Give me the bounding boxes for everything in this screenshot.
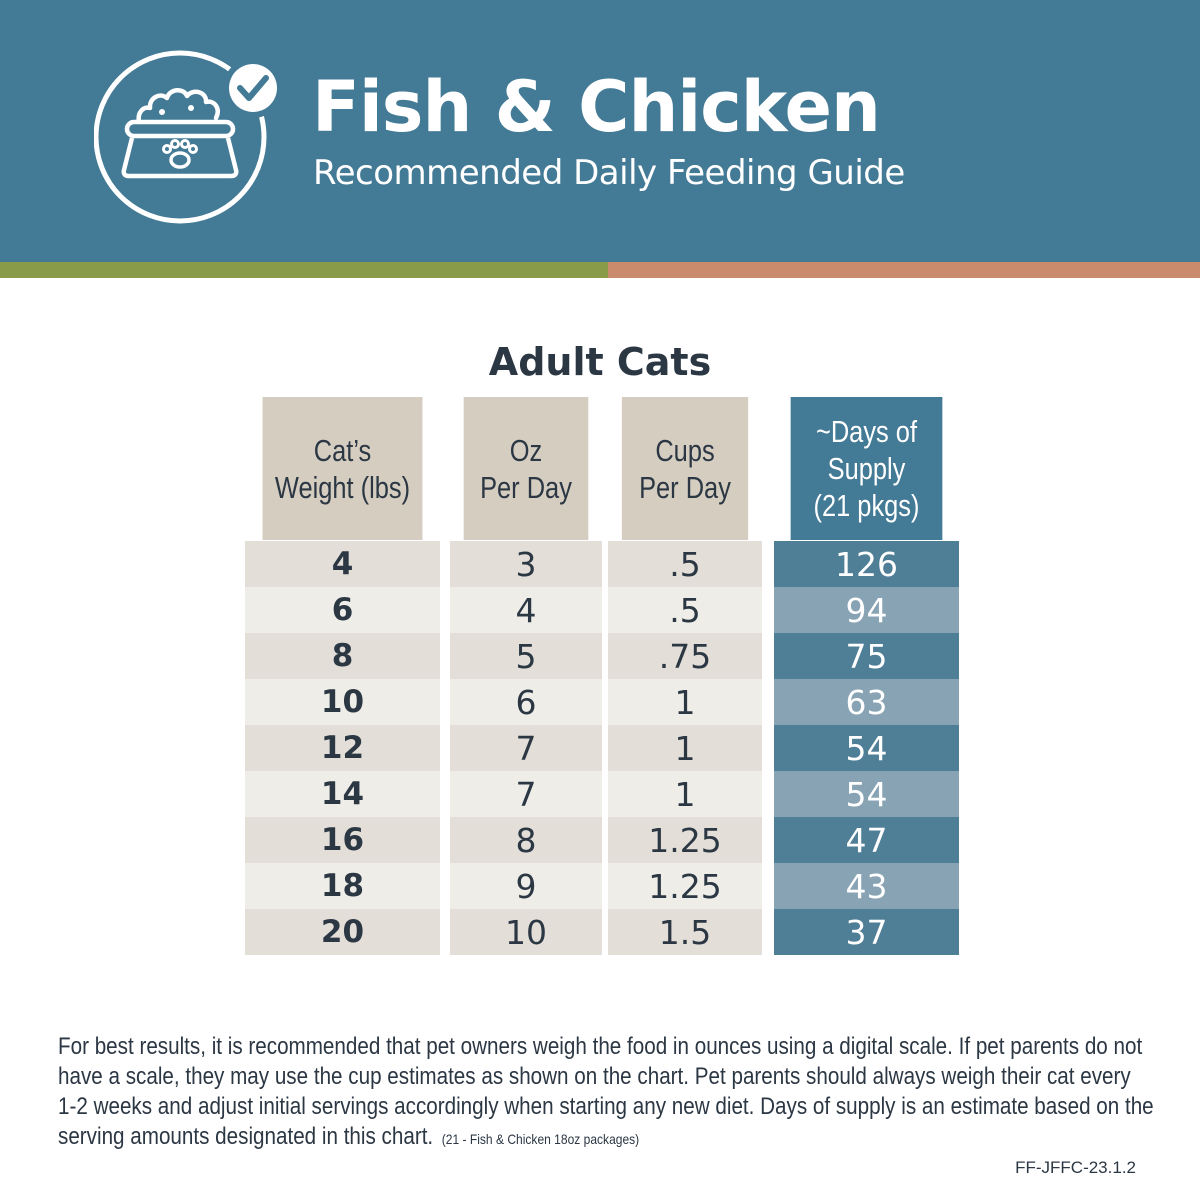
footnote: For best results, it is recommended that… — [58, 1033, 1154, 1150]
cell-cups: 1 — [608, 725, 762, 771]
page-subtitle: Recommended Daily Feeding Guide — [313, 153, 905, 193]
cell-weight: 16 — [245, 817, 440, 863]
cell-days: 94 — [774, 587, 959, 633]
cell-weight: 14 — [245, 771, 440, 817]
cell-oz: 5 — [450, 633, 602, 679]
cell-oz: 7 — [450, 771, 602, 817]
cell-cups: 1 — [608, 679, 762, 725]
cell-cups: 1.25 — [608, 817, 762, 863]
package-note: (21 - Fish & Chicken 18oz packages) — [441, 1131, 640, 1147]
section-title: Adult Cats — [488, 340, 712, 384]
cell-weight: 12 — [245, 725, 440, 771]
column-header-days: ~Days of Supply (21 pkgs) — [790, 397, 943, 540]
cell-days: 37 — [774, 909, 959, 955]
cell-weight: 6 — [245, 587, 440, 633]
cell-oz: 3 — [450, 541, 602, 587]
cell-weight: 20 — [245, 909, 440, 955]
cell-days: 75 — [774, 633, 959, 679]
cell-weight: 10 — [245, 679, 440, 725]
table-row: 12 7 1 54 — [0, 725, 1200, 771]
accent-stripe-orange — [608, 262, 1200, 278]
table-row: 14 7 1 54 — [0, 771, 1200, 817]
cell-weight: 4 — [245, 541, 440, 587]
column-header-cups: Cups Per Day — [621, 397, 749, 540]
column-header-oz: Oz Per Day — [463, 397, 589, 540]
cell-weight: 8 — [245, 633, 440, 679]
table-row: 6 4.5 94 — [0, 587, 1200, 633]
cell-cups: 1.5 — [608, 909, 762, 955]
cell-oz: 8 — [450, 817, 602, 863]
cell-oz: 9 — [450, 863, 602, 909]
page-title: Fish & Chicken — [312, 66, 881, 148]
table-row: 16 8 1.25 47 — [0, 817, 1200, 863]
cell-oz: 7 — [450, 725, 602, 771]
column-header-weight: Cat’s Weight (lbs) — [262, 397, 423, 540]
cell-days: 47 — [774, 817, 959, 863]
cell-days: 54 — [774, 771, 959, 817]
cell-cups: 1 — [608, 771, 762, 817]
cell-days: 43 — [774, 863, 959, 909]
cell-oz: 10 — [450, 909, 602, 955]
cell-days: 54 — [774, 725, 959, 771]
table-row: 4 3.5 126 — [0, 541, 1200, 587]
cell-oz: 6 — [450, 679, 602, 725]
cell-days: 63 — [774, 679, 959, 725]
cell-cups: .75 — [608, 633, 762, 679]
table-row: 18 9 1.25 43 — [0, 863, 1200, 909]
cell-cups: .5 — [608, 541, 762, 587]
cat-food-bowl-icon — [94, 50, 283, 224]
document-code: FF-JFFC-23.1.2 — [1015, 1158, 1136, 1177]
cell-cups: .5 — [608, 587, 762, 633]
cell-cups: 1.25 — [608, 863, 762, 909]
cell-days: 126 — [774, 541, 959, 587]
cell-oz: 4 — [450, 587, 602, 633]
table-row: 8 5.75 75 — [0, 633, 1200, 679]
table-row: 20 10 1.5 37 — [0, 909, 1200, 955]
cell-weight: 18 — [245, 863, 440, 909]
table-row: 10 6 1 63 — [0, 679, 1200, 725]
accent-stripe-green — [0, 262, 608, 278]
